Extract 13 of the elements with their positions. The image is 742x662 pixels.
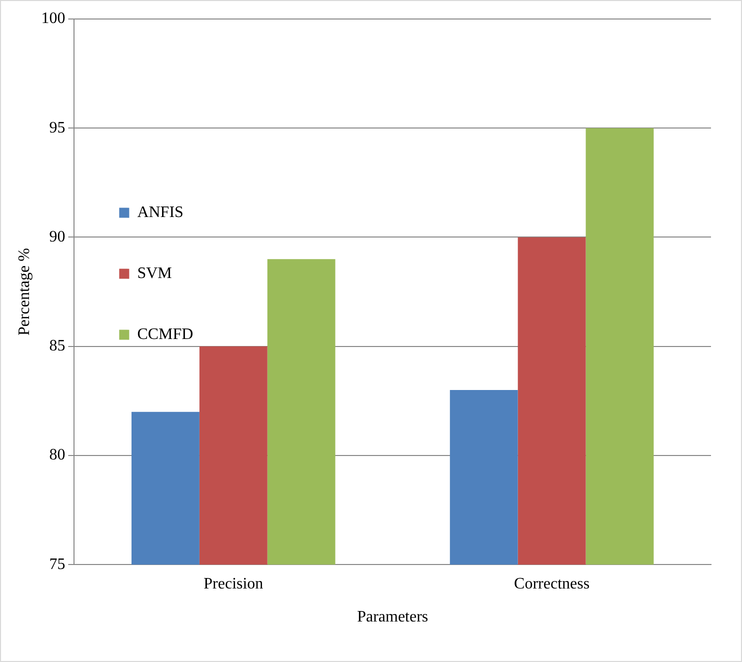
x-tick-label: Correctness [514,575,590,592]
y-tick-label: 95 [49,119,66,136]
y-axis-title: Percentage % [16,248,33,336]
y-tick-label: 75 [49,556,66,573]
legend-label: SVM [137,265,172,282]
x-axis-title: Parameters [357,608,428,626]
y-tick-label: 85 [49,338,66,355]
legend-label: CCMFD [137,326,194,344]
y-tick-label: 100 [41,10,66,28]
x-tick-label: Precision [204,575,264,592]
legend-label: ANFIS [137,204,184,222]
y-tick-label: 90 [49,228,66,246]
y-tick-label: 80 [49,446,66,464]
